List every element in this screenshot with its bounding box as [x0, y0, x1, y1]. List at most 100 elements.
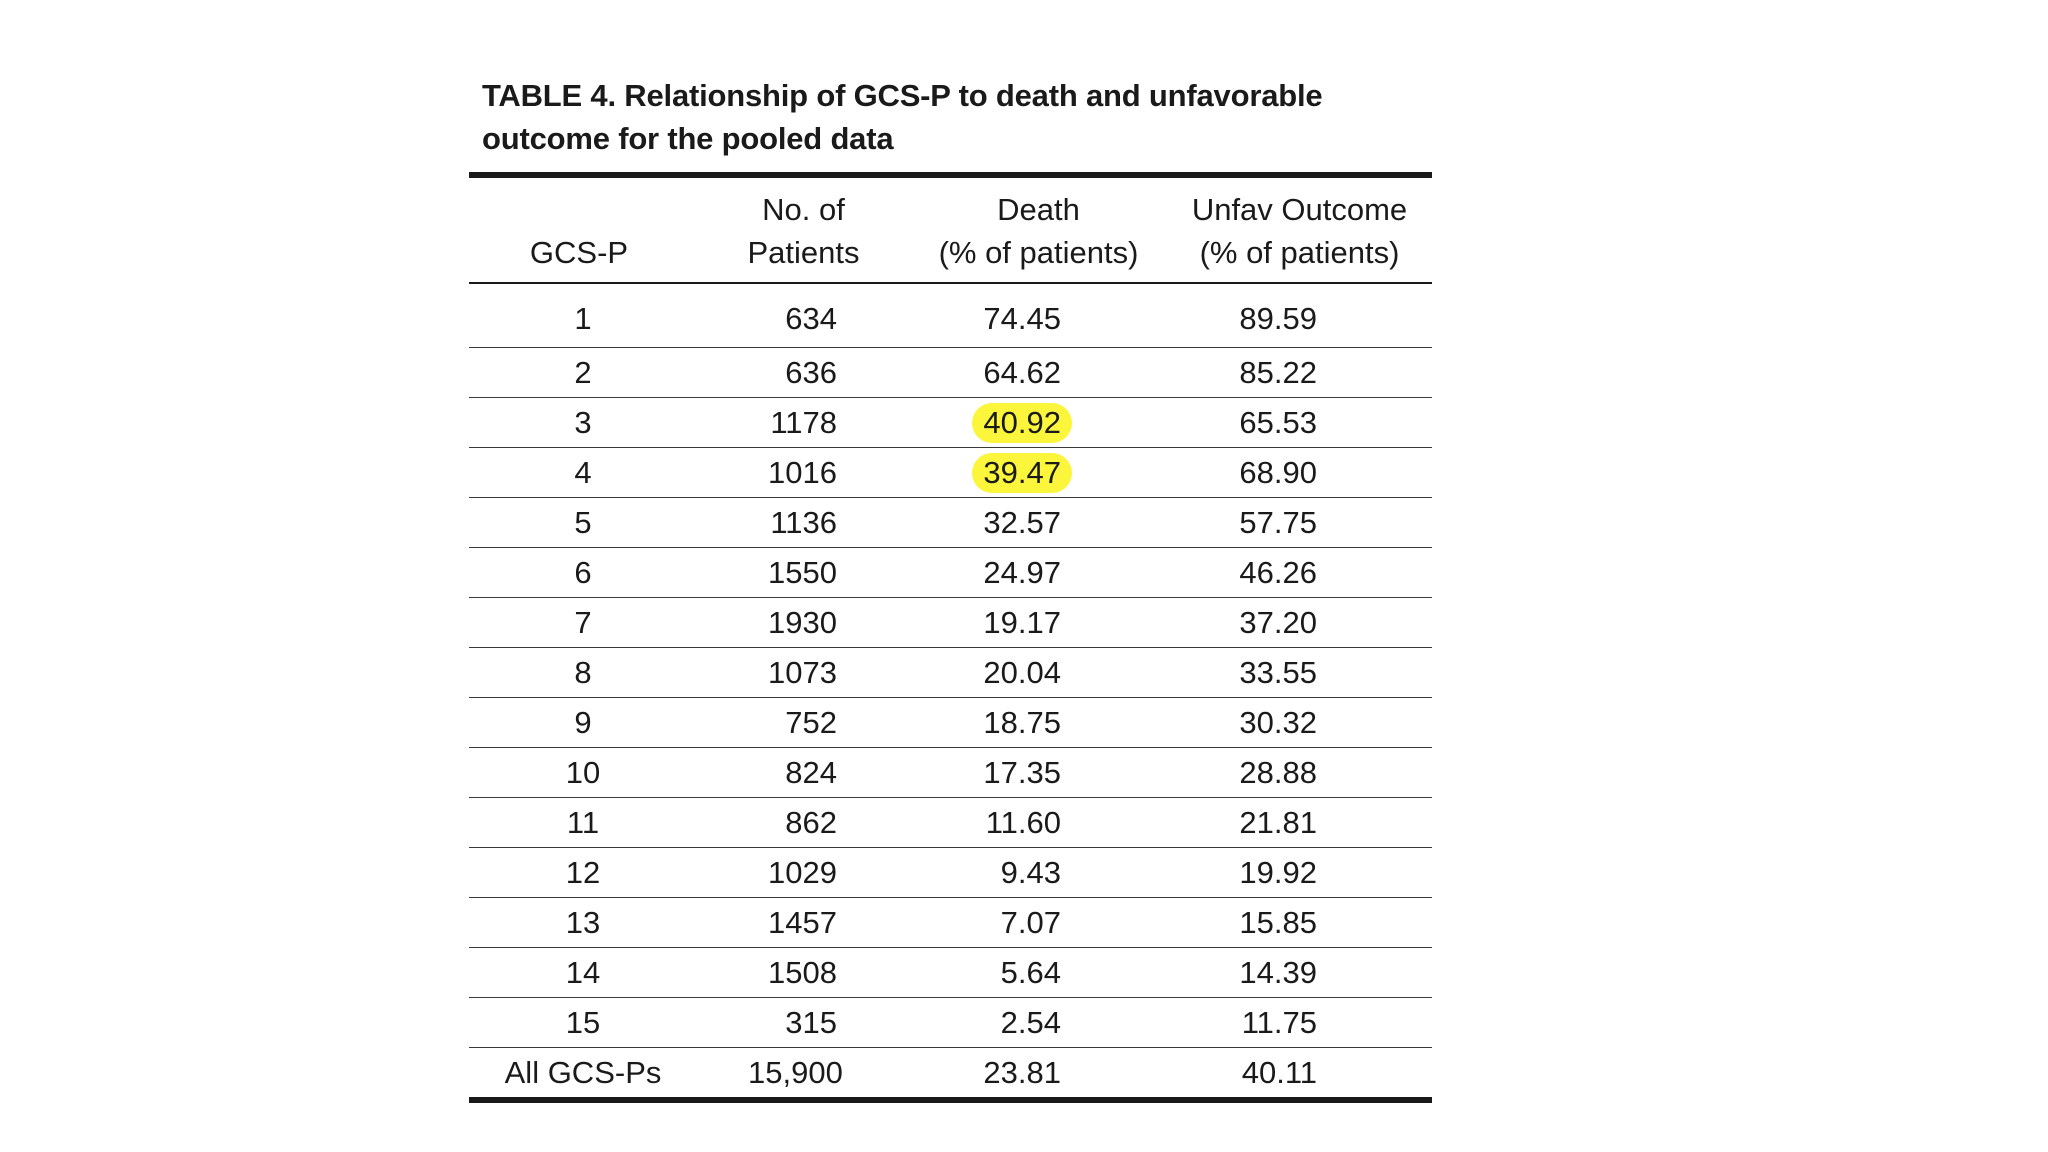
cell-death: 17.35: [910, 747, 1167, 798]
cell-gcs-p: 15: [469, 997, 697, 1048]
death-cell-wrap: 18.75: [972, 705, 1061, 741]
cell-patients: 1136: [697, 497, 910, 548]
cell-gcs-p: 8: [469, 647, 697, 698]
cell-gcs-p: 2: [469, 347, 697, 398]
gcs-p-value: 5: [574, 504, 592, 540]
header-death-line1: Death: [997, 192, 1080, 227]
patients-value: 315: [785, 1004, 837, 1040]
cell-patients: 752: [697, 697, 910, 748]
death-value: 11.60: [985, 804, 1061, 840]
top-rule: [469, 172, 1432, 178]
unfav-value: 85.22: [1239, 354, 1317, 390]
unfav-value: 15.85: [1239, 904, 1317, 940]
death-cell-wrap: 19.17: [972, 605, 1061, 641]
death-cell-wrap: 23.81: [972, 1055, 1061, 1091]
cell-patients: 1550: [697, 547, 910, 598]
header-gcs-p: GCS-P: [469, 178, 697, 284]
unfav-value: 65.53: [1239, 404, 1317, 440]
table-row: 12 1029 9.43 19.92: [469, 847, 1432, 898]
cell-patients: 1073: [697, 647, 910, 698]
unfav-value: 40.11: [1241, 1054, 1317, 1090]
death-cell-wrap: 24.97: [972, 555, 1061, 591]
cell-gcs-p: 4: [469, 447, 697, 498]
header-patients-line2: Patients: [747, 235, 860, 270]
cell-unfav-outcome: 33.55: [1167, 647, 1432, 698]
caption-line-2: outcome for the pooled data: [482, 121, 894, 156]
patients-value: 1136: [770, 504, 837, 540]
cell-unfav-outcome: 14.39: [1167, 947, 1432, 998]
header-death: Death (% of patients): [910, 178, 1167, 284]
table-container: TABLE 4. Relationship of GCS-P to death …: [469, 74, 1432, 1103]
death-cell-wrap: 17.35: [972, 755, 1061, 791]
cell-unfav-outcome: 15.85: [1167, 897, 1432, 948]
death-cell-wrap: 32.57: [972, 505, 1061, 541]
unfav-value: 33.55: [1239, 654, 1317, 690]
table-row: 3 1178 40.92 65.53: [469, 397, 1432, 448]
cell-gcs-p: 12: [469, 847, 697, 898]
table-row: 6 1550 24.97 46.26: [469, 547, 1432, 598]
unfav-value: 37.20: [1239, 604, 1317, 640]
gcs-p-value: 3: [574, 404, 592, 440]
death-cell-wrap: 9.43: [972, 855, 1061, 891]
gcs-p-value: 4: [574, 454, 592, 490]
cell-unfav-outcome: 65.53: [1167, 397, 1432, 448]
cell-death: 11.60: [910, 797, 1167, 848]
patients-value: 1930: [768, 604, 837, 640]
death-value-highlighted: 40.92: [972, 402, 1072, 443]
gcs-p-value: 12: [565, 854, 601, 890]
table-row: 11 862 11.60 21.81: [469, 797, 1432, 848]
death-value: 19.17: [983, 604, 1061, 640]
header-unfav-outcome: Unfav Outcome (% of patients): [1167, 178, 1432, 284]
cell-patients: 1508: [697, 947, 910, 998]
cell-death: 7.07: [910, 897, 1167, 948]
death-cell-wrap: 40.92: [972, 402, 1072, 443]
unfav-value: 19.92: [1239, 854, 1317, 890]
table-body: 1 634 74.45 89.59 2 636 64.62 85.22 3 1178 40.92 65…: [469, 283, 1432, 1097]
unfav-value: 57.75: [1239, 504, 1317, 540]
unfav-value: 30.32: [1239, 704, 1317, 740]
table-row: 7 1930 19.17 37.20: [469, 597, 1432, 648]
unfav-value: 11.75: [1241, 1004, 1317, 1040]
cell-death: 74.45: [910, 283, 1167, 348]
cell-death: 9.43: [910, 847, 1167, 898]
cell-unfav-outcome: 28.88: [1167, 747, 1432, 798]
gcs-p-value: 13: [565, 904, 601, 940]
cell-patients: 315: [697, 997, 910, 1048]
header-unfav-line2: (% of patients): [1199, 235, 1400, 270]
cell-unfav-outcome: 68.90: [1167, 447, 1432, 498]
cell-patients: 824: [697, 747, 910, 798]
patients-value: 862: [785, 804, 837, 840]
death-cell-wrap: 39.47: [972, 452, 1072, 493]
table-row: 1 634 74.45 89.59: [469, 283, 1432, 348]
cell-unfav-outcome: 30.32: [1167, 697, 1432, 748]
patients-value: 1550: [768, 554, 837, 590]
death-cell-wrap: 2.54: [972, 1005, 1061, 1041]
cell-gcs-p: 6: [469, 547, 697, 598]
table-row: 2 636 64.62 85.22: [469, 347, 1432, 398]
cell-death: 24.97: [910, 547, 1167, 598]
death-value: 23.81: [983, 1054, 1061, 1090]
cell-patients: 1178: [697, 397, 910, 448]
cell-unfav-outcome: 11.75: [1167, 997, 1432, 1048]
gcs-p-value: 6: [574, 554, 592, 590]
death-value: 18.75: [983, 704, 1061, 740]
header-patients-line1: No. of: [762, 192, 845, 227]
death-value-highlighted: 39.47: [972, 452, 1072, 493]
cell-patients: 862: [697, 797, 910, 848]
cell-gcs-p: 7: [469, 597, 697, 648]
table-caption: TABLE 4. Relationship of GCS-P to death …: [482, 74, 1432, 160]
cell-gcs-p: 1: [469, 283, 697, 348]
cell-unfav-outcome: 37.20: [1167, 597, 1432, 648]
patients-value: 824: [785, 754, 837, 790]
death-value: 20.04: [983, 654, 1061, 690]
cell-gcs-p: 3: [469, 397, 697, 448]
cell-death: 20.04: [910, 647, 1167, 698]
cell-unfav-outcome: 40.11: [1167, 1048, 1432, 1098]
cell-gcs-p: 11: [469, 797, 697, 848]
cell-gcs-p: 5: [469, 497, 697, 548]
cell-death: 5.64: [910, 947, 1167, 998]
gcs-p-value: All GCS-Ps: [504, 1054, 662, 1090]
cell-death: 2.54: [910, 997, 1167, 1048]
unfav-value: 14.39: [1239, 954, 1317, 990]
cell-patients: 1930: [697, 597, 910, 648]
